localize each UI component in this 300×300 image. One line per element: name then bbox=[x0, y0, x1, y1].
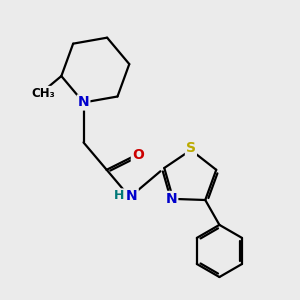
Text: N: N bbox=[126, 189, 138, 203]
Text: N: N bbox=[78, 95, 89, 110]
Text: N: N bbox=[166, 192, 177, 206]
Text: H: H bbox=[114, 189, 124, 203]
Text: S: S bbox=[186, 141, 196, 155]
Text: O: O bbox=[132, 148, 144, 162]
Text: CH₃: CH₃ bbox=[32, 87, 56, 100]
